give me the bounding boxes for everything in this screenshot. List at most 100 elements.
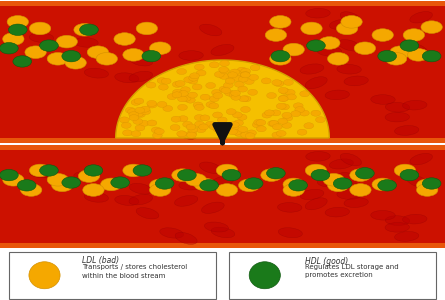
Ellipse shape: [129, 194, 153, 205]
Ellipse shape: [307, 40, 325, 51]
Ellipse shape: [276, 130, 286, 136]
Ellipse shape: [211, 44, 234, 56]
Ellipse shape: [87, 46, 109, 58]
Ellipse shape: [267, 92, 276, 98]
Ellipse shape: [119, 117, 129, 123]
Ellipse shape: [403, 100, 427, 110]
Ellipse shape: [194, 178, 215, 191]
Ellipse shape: [390, 46, 411, 58]
Ellipse shape: [262, 112, 272, 118]
Ellipse shape: [283, 115, 293, 121]
Ellipse shape: [84, 165, 103, 176]
Ellipse shape: [125, 107, 135, 113]
Ellipse shape: [122, 130, 132, 136]
Ellipse shape: [344, 76, 368, 86]
Ellipse shape: [206, 82, 215, 88]
Ellipse shape: [230, 69, 240, 75]
Ellipse shape: [265, 29, 287, 41]
Ellipse shape: [227, 109, 236, 115]
Ellipse shape: [283, 178, 304, 191]
Ellipse shape: [0, 43, 18, 54]
Ellipse shape: [272, 80, 282, 85]
Ellipse shape: [175, 80, 185, 86]
Ellipse shape: [62, 50, 81, 62]
Ellipse shape: [101, 178, 122, 191]
Ellipse shape: [74, 171, 98, 181]
Ellipse shape: [395, 125, 419, 135]
Ellipse shape: [147, 102, 157, 108]
Ellipse shape: [417, 184, 438, 196]
Ellipse shape: [178, 91, 188, 97]
Ellipse shape: [199, 24, 222, 36]
Ellipse shape: [153, 132, 162, 138]
Ellipse shape: [192, 84, 202, 90]
Ellipse shape: [385, 112, 409, 122]
Ellipse shape: [154, 128, 164, 134]
Ellipse shape: [200, 115, 210, 121]
Ellipse shape: [340, 12, 361, 24]
Ellipse shape: [202, 83, 224, 94]
Ellipse shape: [177, 131, 186, 137]
Ellipse shape: [186, 97, 195, 103]
Ellipse shape: [129, 112, 138, 118]
Ellipse shape: [179, 51, 203, 60]
Ellipse shape: [213, 112, 222, 118]
Ellipse shape: [234, 120, 243, 126]
Ellipse shape: [238, 126, 248, 132]
Ellipse shape: [316, 117, 325, 123]
Ellipse shape: [306, 8, 330, 18]
Ellipse shape: [161, 78, 171, 84]
Ellipse shape: [271, 50, 290, 62]
Ellipse shape: [238, 76, 248, 82]
Ellipse shape: [175, 232, 197, 244]
Ellipse shape: [193, 102, 203, 108]
Ellipse shape: [317, 46, 342, 56]
Ellipse shape: [40, 165, 58, 176]
Ellipse shape: [225, 78, 235, 84]
Ellipse shape: [3, 33, 24, 45]
Ellipse shape: [240, 72, 250, 78]
Ellipse shape: [177, 68, 186, 74]
Ellipse shape: [311, 110, 321, 116]
Ellipse shape: [272, 124, 282, 130]
Ellipse shape: [371, 211, 395, 220]
Ellipse shape: [408, 49, 429, 61]
Ellipse shape: [230, 122, 239, 128]
Ellipse shape: [311, 169, 330, 181]
Ellipse shape: [178, 116, 188, 122]
Ellipse shape: [261, 78, 271, 84]
Ellipse shape: [211, 176, 234, 187]
Ellipse shape: [385, 52, 407, 65]
Ellipse shape: [151, 127, 161, 133]
Ellipse shape: [178, 104, 187, 110]
Ellipse shape: [128, 109, 138, 115]
Ellipse shape: [333, 178, 352, 189]
Ellipse shape: [171, 116, 181, 122]
Ellipse shape: [270, 16, 291, 28]
Ellipse shape: [319, 37, 340, 49]
Ellipse shape: [287, 94, 296, 100]
Ellipse shape: [385, 102, 410, 112]
Bar: [9, 252, 216, 298]
Ellipse shape: [328, 52, 349, 65]
Ellipse shape: [142, 50, 161, 62]
Ellipse shape: [47, 173, 69, 186]
Ellipse shape: [114, 33, 135, 45]
Ellipse shape: [186, 124, 196, 130]
Ellipse shape: [344, 198, 368, 208]
Ellipse shape: [400, 169, 419, 181]
Ellipse shape: [300, 64, 324, 74]
Ellipse shape: [317, 178, 342, 187]
Ellipse shape: [209, 96, 219, 102]
Ellipse shape: [249, 74, 259, 80]
Ellipse shape: [371, 95, 395, 104]
Ellipse shape: [167, 94, 177, 100]
Ellipse shape: [96, 52, 117, 65]
Ellipse shape: [56, 35, 77, 48]
Ellipse shape: [84, 68, 109, 78]
Ellipse shape: [209, 103, 219, 109]
Ellipse shape: [146, 82, 156, 88]
Ellipse shape: [20, 184, 42, 196]
Ellipse shape: [136, 22, 158, 35]
Ellipse shape: [8, 24, 27, 35]
